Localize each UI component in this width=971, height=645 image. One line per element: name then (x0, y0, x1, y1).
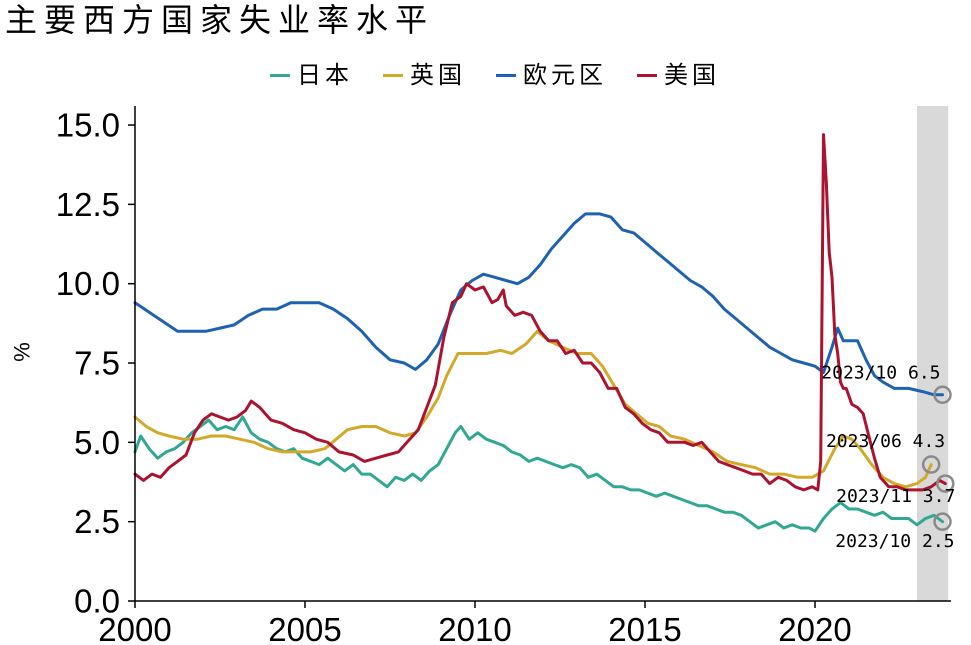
y-tick-label: 5.0 (74, 424, 120, 461)
y-axis-label: % (10, 342, 35, 362)
legend-swatch-japan (270, 73, 290, 77)
x-tick-label: 2015 (608, 611, 681, 645)
y-tick-label: 15.0 (56, 107, 120, 144)
legend-item-uk: 英国 (383, 60, 466, 90)
annotation-label: 2023/11 3.7 (836, 486, 955, 507)
series-line-uk (133, 329, 933, 489)
chart-title: 主要西方国家失业率水平 (5, 1, 435, 39)
x-tick-label: 2000 (98, 611, 171, 645)
annotation-layer: 2023/10 6.5 2023/06 4.3 2023/11 3.7 2023/10… (821, 362, 955, 552)
annotation-marker (936, 474, 955, 493)
annotation-marker (921, 455, 941, 474)
legend-label-japan: 日本 (297, 61, 353, 89)
highlight-band (917, 106, 949, 601)
series-line-us (133, 133, 947, 492)
legend-swatch-euro-area (496, 73, 516, 77)
annotation-label: 2023/10 6.5 (821, 362, 940, 383)
series-line-euro-area (133, 212, 944, 397)
y-tick-label: 10.0 (56, 265, 120, 302)
x-tick-label: 2010 (438, 611, 511, 645)
x-tick-label: 2005 (268, 611, 341, 645)
series-layer (133, 133, 947, 533)
legend-item-us: 美国 (637, 60, 720, 90)
annotation-marker (933, 385, 952, 404)
x-tick-label: 2020 (778, 611, 851, 645)
legend-label-uk: 英国 (410, 61, 466, 89)
legend-item-japan: 日本 (270, 60, 353, 90)
legend-label-us: 美国 (664, 61, 720, 89)
legend: 日本 英国 欧元区 美国 (270, 60, 720, 90)
annotation-marker (933, 512, 952, 531)
series-line-japan (133, 415, 944, 533)
legend-label-euro-area: 欧元区 (523, 61, 607, 89)
legend-swatch-uk (383, 73, 403, 77)
highlight-layer (917, 106, 949, 601)
annotation-label: 2023/06 4.3 (826, 431, 945, 452)
y-tick-label: 0.0 (74, 583, 120, 620)
y-tick-label: 12.5 (56, 186, 120, 223)
legend-item-euro-area: 欧元区 (496, 60, 607, 90)
axes-layer: 0.0 2.5 5.0 7.5 10.0 12.5 15.0 2000 2005 2010 2015… (56, 106, 951, 645)
y-tick-label: 2.5 (74, 503, 120, 540)
annotation-label: 2023/10 2.5 (835, 531, 954, 552)
legend-swatch-us (637, 73, 657, 77)
y-tick-label: 7.5 (74, 345, 120, 382)
